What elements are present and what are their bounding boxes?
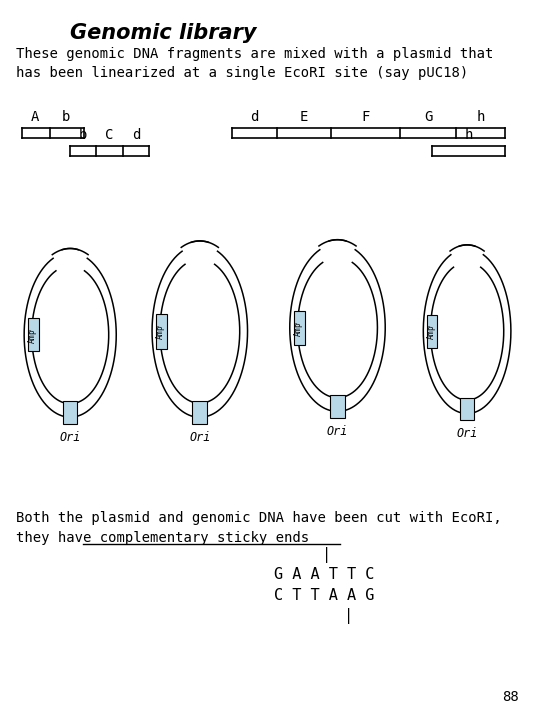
Text: A: A — [31, 110, 39, 124]
Text: d: d — [132, 128, 140, 142]
Text: b: b — [62, 110, 70, 124]
Text: F: F — [361, 110, 369, 124]
FancyBboxPatch shape — [461, 397, 474, 420]
Text: G A A T T C: G A A T T C — [274, 567, 374, 582]
Text: Both the plasmid and genomic DNA have been cut with EcoRI,: Both the plasmid and genomic DNA have be… — [16, 511, 502, 525]
Text: b: b — [79, 128, 87, 142]
Text: h: h — [476, 110, 485, 124]
FancyBboxPatch shape — [28, 318, 39, 351]
Text: C: C — [105, 128, 114, 142]
FancyBboxPatch shape — [192, 401, 207, 424]
Text: 88: 88 — [502, 690, 519, 704]
Text: Ori: Ori — [189, 431, 211, 444]
Text: Amp$^r$: Amp$^r$ — [26, 325, 40, 344]
Text: they have complementary sticky ends: they have complementary sticky ends — [16, 531, 309, 545]
Text: G: G — [424, 110, 432, 124]
Text: Amp$^r$: Amp$^r$ — [155, 322, 168, 341]
Text: These genomic DNA fragments are mixed with a plasmid that: These genomic DNA fragments are mixed wi… — [16, 47, 494, 60]
Text: has been linearized at a single EcoRI site (say pUC18): has been linearized at a single EcoRI si… — [16, 66, 469, 80]
Text: h: h — [464, 128, 472, 142]
Text: Ori: Ori — [456, 427, 478, 440]
FancyBboxPatch shape — [427, 315, 437, 348]
FancyBboxPatch shape — [63, 401, 77, 423]
Text: d: d — [251, 110, 259, 124]
FancyBboxPatch shape — [156, 314, 167, 348]
Text: C T T A A G: C T T A A G — [274, 588, 374, 603]
Text: Amp$^r$: Amp$^r$ — [293, 318, 306, 337]
Text: |: | — [344, 608, 353, 624]
Text: E: E — [300, 110, 308, 124]
Text: Amp$^r$: Amp$^r$ — [425, 322, 439, 341]
Text: Genomic library: Genomic library — [70, 23, 256, 43]
Text: |: | — [322, 547, 331, 563]
Text: Ori: Ori — [59, 431, 81, 444]
FancyBboxPatch shape — [294, 310, 305, 345]
Text: Ori: Ori — [327, 425, 348, 438]
FancyBboxPatch shape — [330, 395, 345, 418]
